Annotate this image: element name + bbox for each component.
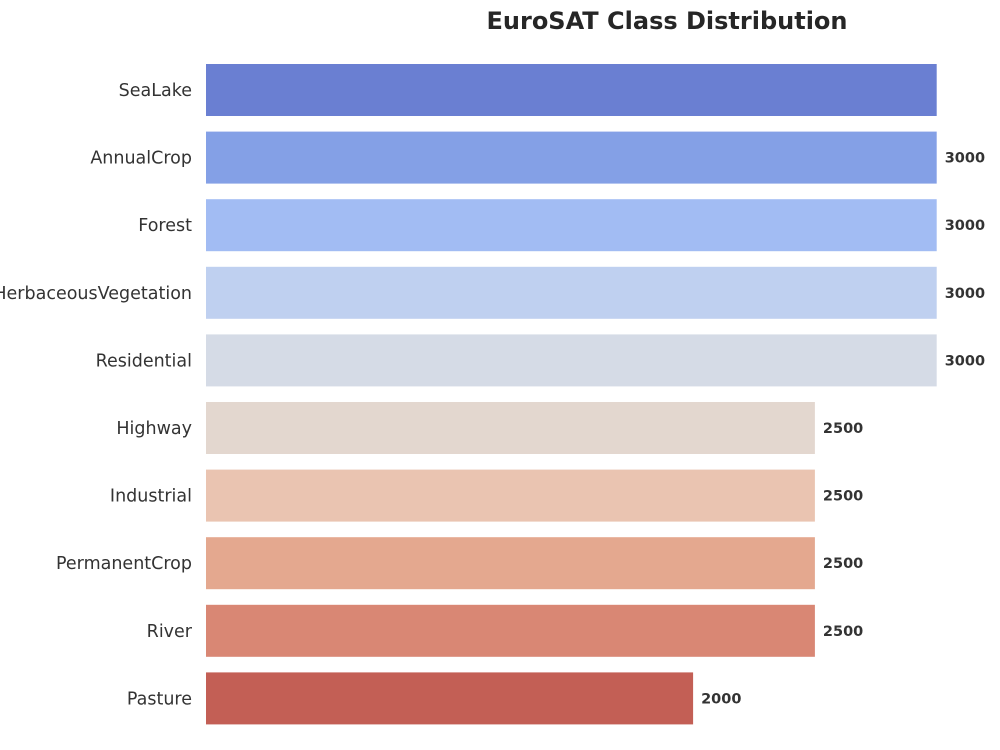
value-label: 3000	[945, 286, 985, 302]
category-label: SeaLake	[119, 81, 192, 101]
bar-industrial	[206, 469, 815, 522]
category-label: Pasture	[127, 689, 192, 709]
bar-herbaceousvegetation	[206, 266, 937, 319]
category-label: River	[147, 622, 193, 642]
category-label: Forest	[138, 216, 192, 236]
bar-sealake	[206, 64, 937, 116]
bar-forest	[206, 199, 937, 252]
category-labels: SeaLake AnnualCrop Forest HerbaceousVegetat…	[0, 81, 193, 709]
value-label: 3000	[945, 151, 985, 167]
value-label: 3000	[945, 218, 985, 234]
bar-highway	[206, 402, 815, 454]
bars-layer	[206, 64, 937, 725]
category-label: HerbaceousVegetation	[0, 284, 192, 304]
value-labels: 3000 3000 3000 3000 2500 2500 2500 2500 2000	[701, 151, 985, 708]
value-label: 2500	[823, 489, 863, 505]
category-label: Highway	[116, 419, 192, 439]
value-label: 3000	[945, 353, 985, 369]
bar-annualcrop	[206, 131, 937, 184]
value-label: 2500	[823, 421, 863, 437]
category-label: AnnualCrop	[90, 149, 192, 169]
category-label: PermanentCrop	[56, 554, 192, 574]
value-label: 2500	[823, 624, 863, 640]
chart-title: EuroSAT Class Distribution	[487, 7, 848, 35]
bar-pasture	[206, 672, 694, 725]
bar-permanentcrop	[206, 537, 815, 590]
value-label: 2000	[701, 691, 741, 707]
category-label: Residential	[96, 351, 192, 371]
bar-residential	[206, 334, 937, 387]
bar-river	[206, 604, 815, 657]
value-label: 2500	[823, 556, 863, 572]
category-label: Industrial	[110, 487, 192, 507]
